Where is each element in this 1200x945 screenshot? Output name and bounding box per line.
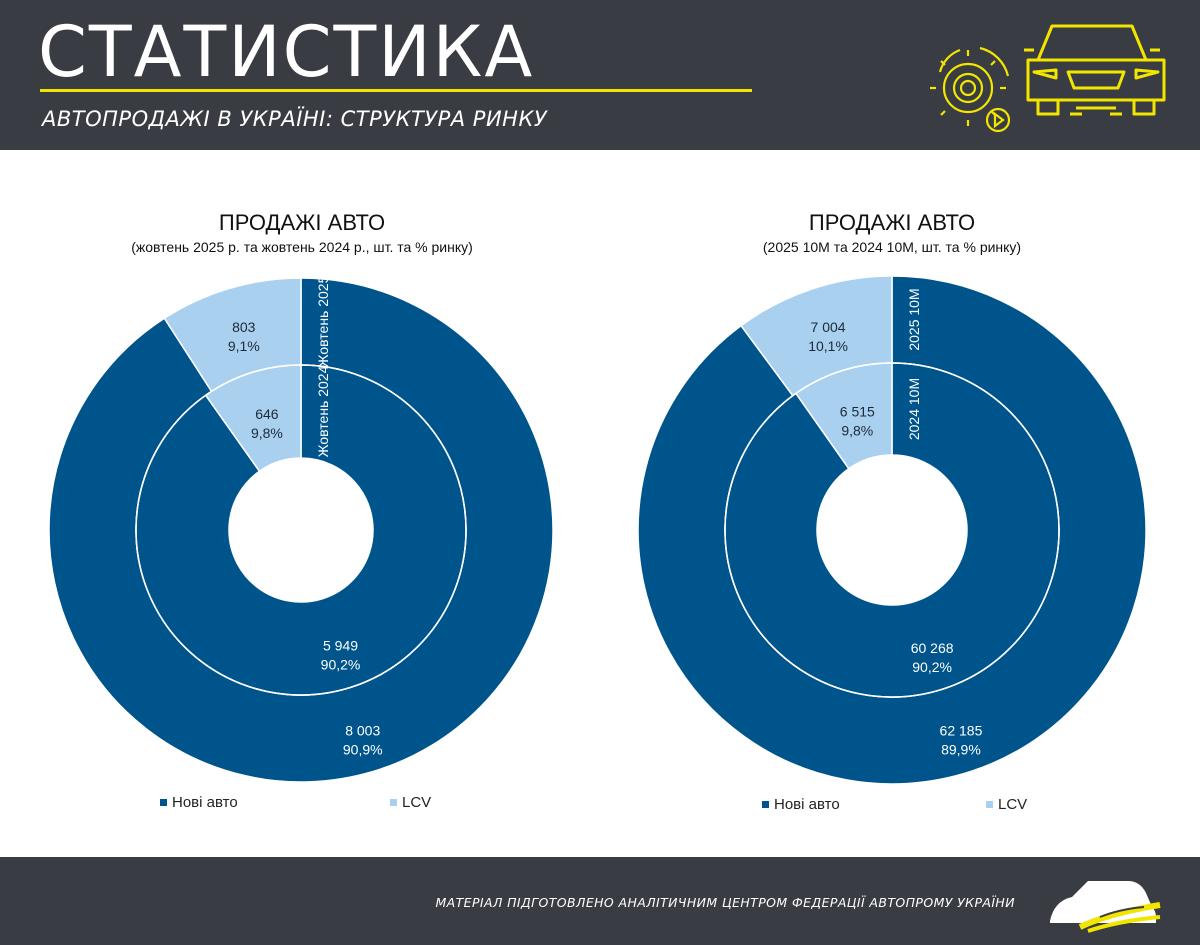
chart2-inner-value-label-0: 60 268	[911, 640, 954, 656]
chart2-outer-value-label-1: 7 004	[811, 319, 846, 335]
chart2-title: ПРОДАЖІ АВТО	[808, 210, 976, 235]
chart1-outer-value-label-0: 8 003	[345, 723, 380, 739]
legend-item-lcv: LCV	[390, 794, 431, 811]
footer-note: МАТЕРІАЛ ПІДГОТОВЛЕНО АНАЛІТИЧНИМ ЦЕНТРО…	[435, 895, 1015, 910]
legend-label-new-cars: Нові авто	[172, 794, 238, 811]
chart1-inner-ring-name: Жовтень 2024	[315, 365, 331, 457]
chart1-ring-separator	[135, 364, 467, 696]
chart2-subtitle: (2025 10М та 2024 10М, шт. та % ринку)	[762, 239, 1022, 255]
chart1-title: ПРОДАЖІ АВТО	[218, 210, 386, 235]
chart1-inner-value-label-0: 5 949	[323, 637, 358, 653]
chart2-outer-value-label-0: 62 185	[940, 722, 983, 738]
chart2-legend: Нові авто LCV	[762, 796, 1062, 816]
legend-swatch-lcv	[986, 801, 993, 808]
legend-swatch-new-cars	[762, 801, 769, 808]
header-logo	[930, 24, 1166, 133]
legend-label-lcv: LCV	[998, 796, 1028, 813]
car-silhouette-icon	[1050, 881, 1161, 933]
chart2-outer-percent-label-0: 89,9%	[941, 741, 981, 757]
legend-swatch-new-cars	[160, 799, 167, 806]
page-title: СТАТИСТИКА	[38, 11, 535, 93]
legend-label-new-cars: Нові авто	[774, 796, 840, 813]
legend-item-new-cars: Нові авто	[762, 796, 840, 813]
chart2-inner-percent-label-1: 9,8%	[841, 422, 873, 438]
chart2-outer-ring-name: 2025 10М	[906, 288, 922, 350]
chart1-inner-percent-label-1: 9,8%	[251, 425, 283, 441]
header-banner: СТАТИСТИКА АВТОПРОДАЖІ В УКРАЇНІ: СТРУКТ…	[0, 0, 1200, 150]
legend-item-lcv: LCV	[986, 796, 1027, 813]
chart1-outer-percent-label-0: 90,9%	[343, 742, 383, 758]
chart1-legend: Нові авто LCV	[160, 794, 460, 814]
chart1-subtitle: (жовтень 2025 р. та жовтень 2024 р., шт.…	[131, 239, 473, 255]
legend-swatch-lcv	[390, 799, 397, 806]
legend-item-new-cars: Нові авто	[160, 794, 238, 811]
chart2-outer-percent-label-1: 10,1%	[808, 338, 848, 354]
title-underline	[40, 89, 752, 92]
chart2-ring-separator	[724, 362, 1060, 698]
page-subtitle: АВТОПРОДАЖІ В УКРАЇНІ: СТРУКТУРА РИНКУ	[42, 107, 548, 131]
gear-play-icon	[930, 46, 1011, 133]
chart1-inner-value-label-1: 646	[255, 406, 279, 422]
chart2-inner-percent-label-0: 90,2%	[912, 659, 952, 675]
legend-label-lcv: LCV	[402, 794, 432, 811]
chart2-inner-ring-name: 2024 10М	[906, 378, 922, 440]
chart1-outer-value-label-1: 803	[232, 319, 256, 335]
car-front-icon	[1024, 24, 1166, 116]
chart1-outer-ring-name: Жовтень 2025	[315, 275, 331, 367]
footer-banner: МАТЕРІАЛ ПІДГОТОВЛЕНО АНАЛІТИЧНИМ ЦЕНТРО…	[0, 857, 1200, 945]
chart1-inner-percent-label-0: 90,2%	[321, 656, 361, 672]
chart1-outer-percent-label-1: 9,1%	[228, 338, 260, 354]
chart2-inner-value-label-1: 6 515	[840, 403, 875, 419]
